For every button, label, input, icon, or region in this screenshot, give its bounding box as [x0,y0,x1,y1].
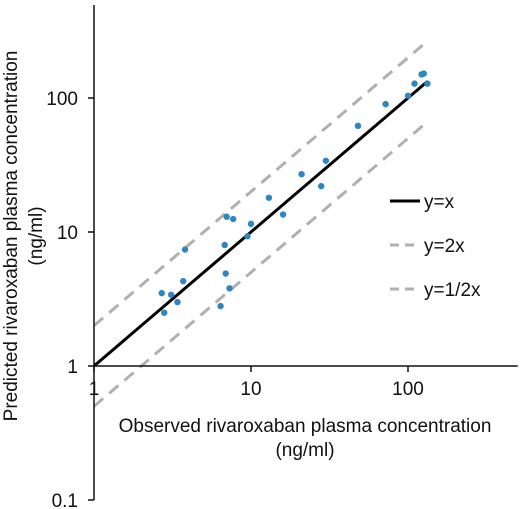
y-tick-label: 10 [57,223,78,244]
x-axis-title: Observed rivaroxaban plasma concentratio… [119,416,492,437]
x-axis-unit: (ng/ml) [275,440,334,461]
data-point [404,92,412,99]
data-point [265,194,273,201]
data-point [411,80,418,87]
y-axis-unit: (ng/ml) [26,206,47,265]
data-point [247,220,255,228]
data-point [180,277,187,285]
data-point [279,211,287,218]
data-point [229,215,237,223]
data-point [318,182,325,190]
legend: y=x y=2x y=1/2x [390,192,481,301]
y-tick-label: 0.1 [52,491,78,509]
data-point [161,309,168,316]
data-point [181,246,189,253]
reference-lines [93,41,429,408]
data-point [424,80,431,87]
legend-label-y-half-x: y=1/2x [424,280,481,301]
legend-label-y-2x: y=2x [424,236,465,257]
y-tick-label: 1 [67,357,78,378]
reference-line-y-2x [93,41,427,327]
data-point [167,291,175,298]
reference-line-y-1-2x [93,121,427,408]
x-tick-label: 100 [392,379,424,400]
data-point [298,170,305,178]
x-tick-label: 10 [240,379,261,400]
data-point [158,289,165,297]
data-points [158,70,431,316]
data-point [222,270,229,277]
data-point [223,213,230,220]
data-point [244,233,251,240]
axis-ticks: 1 10 100 0.1 1 10 100 [46,89,424,509]
data-point [420,70,427,77]
y-axis-title: Predicted rivaroxaban plasma concentrati… [1,51,22,422]
x-tick-label: 1 [89,379,100,400]
data-point [174,298,181,306]
data-point [354,122,362,130]
data-point [226,285,233,292]
data-point [382,100,389,108]
reference-line-y-x [93,80,429,368]
y-tick-label: 100 [46,89,78,110]
data-point [217,302,224,310]
data-point [221,241,228,249]
data-point [322,157,330,164]
legend-label-y-x: y=x [424,192,455,213]
